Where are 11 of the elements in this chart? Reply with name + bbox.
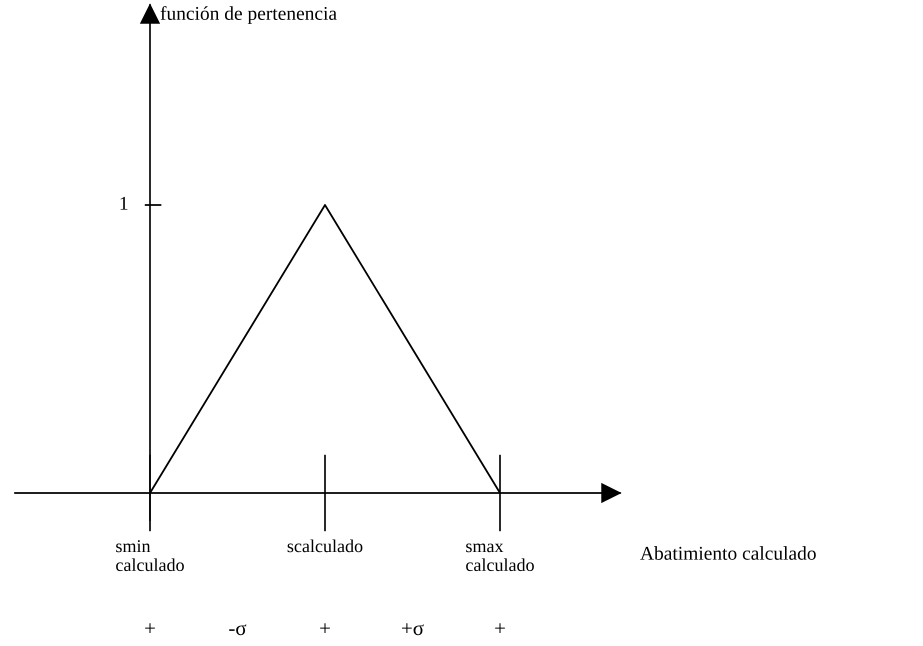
x-tick-label: smax calculado <box>466 544 534 572</box>
text: + <box>320 623 330 633</box>
text: +σ <box>402 623 424 636</box>
text: + <box>145 623 155 633</box>
x-axis-title: Abatimiento calculado <box>640 546 816 560</box>
x-tick-label: smin calculado <box>116 540 184 572</box>
text: + <box>495 623 505 633</box>
x-tick-label: scalculado <box>288 540 362 552</box>
text: función de pertenencia <box>160 6 337 24</box>
text: -σ <box>229 624 246 636</box>
annotation: 1 <box>120 196 128 210</box>
